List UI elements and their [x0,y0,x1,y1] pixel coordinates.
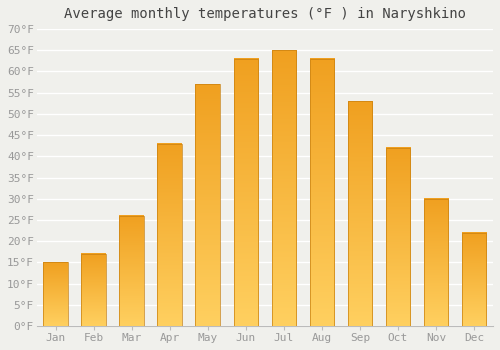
Bar [120,216,144,326]
Bar [386,148,410,326]
Bar [44,262,68,326]
Bar [196,84,220,326]
Bar [82,254,106,326]
Bar [462,233,486,326]
Bar [158,144,182,326]
Bar [424,199,448,326]
Bar [272,50,296,326]
Bar [310,59,334,326]
Title: Average monthly temperatures (°F ) in Naryshkino: Average monthly temperatures (°F ) in Na… [64,7,466,21]
Bar [234,59,258,326]
Bar [348,101,372,326]
